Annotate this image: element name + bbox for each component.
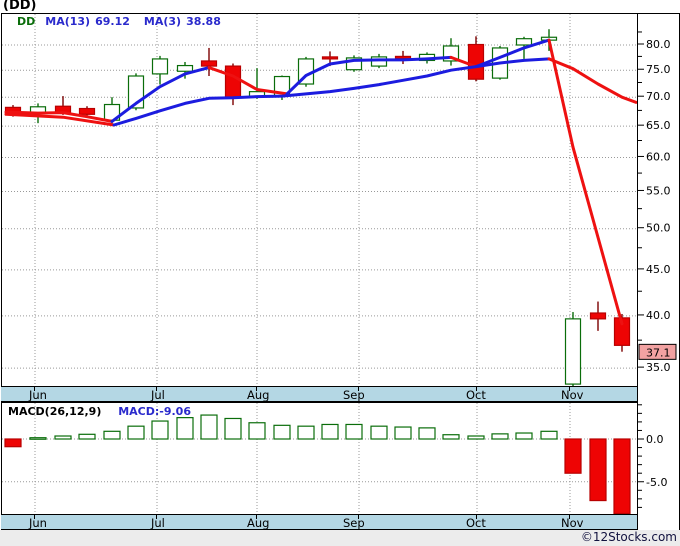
macd-bar xyxy=(345,423,363,440)
candle-body xyxy=(394,55,412,60)
macd-bar xyxy=(127,425,145,440)
month-label: Nov xyxy=(561,388,584,402)
ma-line-rising xyxy=(285,55,453,96)
axis-tick-label: 45.0 xyxy=(646,263,671,276)
macd-bar xyxy=(418,427,436,440)
macd-panel xyxy=(1,402,638,515)
macd-bar xyxy=(151,420,169,440)
month-label: Jul xyxy=(151,388,165,402)
axis-tick-label: 40.0 xyxy=(646,309,671,322)
ma-line-falling xyxy=(4,112,116,127)
axis-tick-label: 60.0 xyxy=(646,150,671,163)
axis-tick-label: 55.0 xyxy=(646,184,671,197)
month-tick xyxy=(156,387,157,391)
month-label: Sep xyxy=(343,388,365,402)
axis-tick-label: 65.0 xyxy=(646,119,671,132)
month-tick xyxy=(156,515,157,519)
month-label: Jun xyxy=(29,388,47,402)
candle-body xyxy=(78,107,96,115)
axis-tick-label: 35.0 xyxy=(646,361,671,374)
ma-line-falling xyxy=(4,110,114,123)
month-label: Nov xyxy=(561,516,584,530)
ma-line-falling xyxy=(547,57,637,104)
ma-line-rising xyxy=(110,66,211,123)
macd-bar xyxy=(394,426,412,440)
last-price-box xyxy=(638,343,677,360)
axis-tick-label: -5.0 xyxy=(646,476,667,489)
month-tick xyxy=(476,515,477,519)
macd-bar xyxy=(370,425,388,440)
candle-body xyxy=(467,43,485,80)
candle-body xyxy=(515,38,533,46)
ma-line-falling xyxy=(207,66,289,96)
month-label: Aug xyxy=(247,388,270,402)
month-tick xyxy=(34,515,35,519)
candle-body xyxy=(224,65,242,98)
macd-bar xyxy=(29,437,47,440)
month-label: Jul xyxy=(151,516,165,530)
macd-bar xyxy=(200,414,218,440)
month-tick xyxy=(569,515,570,519)
ma-line-rising xyxy=(474,38,551,69)
axis-tick-label: 75.0 xyxy=(646,63,671,76)
macd-bar xyxy=(540,430,558,440)
month-band-bottom: Jun Jul Aug Sep Oct Nov xyxy=(1,514,638,530)
axis-tick-label: 0.0 xyxy=(646,433,664,446)
macd-bar xyxy=(297,425,315,440)
month-label: Oct xyxy=(466,516,486,530)
macd-bar xyxy=(103,430,121,440)
macd-bar xyxy=(273,424,291,440)
axis-tick-label: 70.0 xyxy=(646,90,671,103)
macd-bar xyxy=(589,438,607,502)
month-tick xyxy=(256,387,257,391)
price-axis-column: 80.0 75.0 70.0 65.0 60.0 55.0 50.0 45.0 40.0 35.0… xyxy=(637,13,680,531)
axis-canvas: 80.0 75.0 70.0 65.0 60.0 55.0 50.0 45.0 40.0 35.0… xyxy=(638,31,677,508)
price-panel xyxy=(1,13,638,387)
candle-body xyxy=(200,60,218,67)
month-tick xyxy=(358,515,359,519)
candle-body xyxy=(176,64,194,72)
macd-bar xyxy=(54,435,72,440)
macd-bar xyxy=(613,438,631,514)
month-label: Jun xyxy=(29,516,47,530)
watermark: ©12Stocks.com xyxy=(580,530,677,544)
candle-body xyxy=(564,318,582,385)
macd-bar xyxy=(78,433,96,440)
macd-bar xyxy=(515,432,533,440)
candle-body xyxy=(589,312,607,320)
month-tick xyxy=(569,387,570,391)
macd-bar xyxy=(4,438,22,448)
month-label: Aug xyxy=(247,516,270,530)
macd-chart-canvas xyxy=(2,403,637,514)
ma-line-rising xyxy=(112,57,551,127)
macd-bar xyxy=(176,417,194,440)
last-price-label: 37.1 xyxy=(646,346,671,359)
macd-bar xyxy=(467,435,485,440)
candle-body xyxy=(613,317,631,346)
candle-body xyxy=(345,57,363,71)
macd-bar xyxy=(491,433,509,440)
price-chart-canvas xyxy=(2,14,637,386)
month-tick xyxy=(358,387,359,391)
month-label: Sep xyxy=(343,516,365,530)
ma-line-falling xyxy=(547,38,624,326)
footer-strip xyxy=(0,530,680,546)
macd-bar xyxy=(224,417,242,440)
candle-body xyxy=(321,56,339,60)
month-tick xyxy=(256,515,257,519)
macd-bar xyxy=(442,434,460,440)
month-band-top: Jun Jul Aug Sep Oct Nov xyxy=(1,386,638,402)
page-title: (DD) xyxy=(3,0,37,13)
month-tick xyxy=(476,387,477,391)
axis-tick-label: 80.0 xyxy=(646,38,671,51)
month-label: Oct xyxy=(466,388,486,402)
axis-tick-label: 50.0 xyxy=(646,222,671,235)
macd-bar xyxy=(564,438,582,474)
candle-body xyxy=(151,58,169,75)
macd-bar xyxy=(321,423,339,440)
macd-bar xyxy=(248,422,266,440)
ma-line-falling xyxy=(449,55,478,69)
month-tick xyxy=(34,387,35,391)
